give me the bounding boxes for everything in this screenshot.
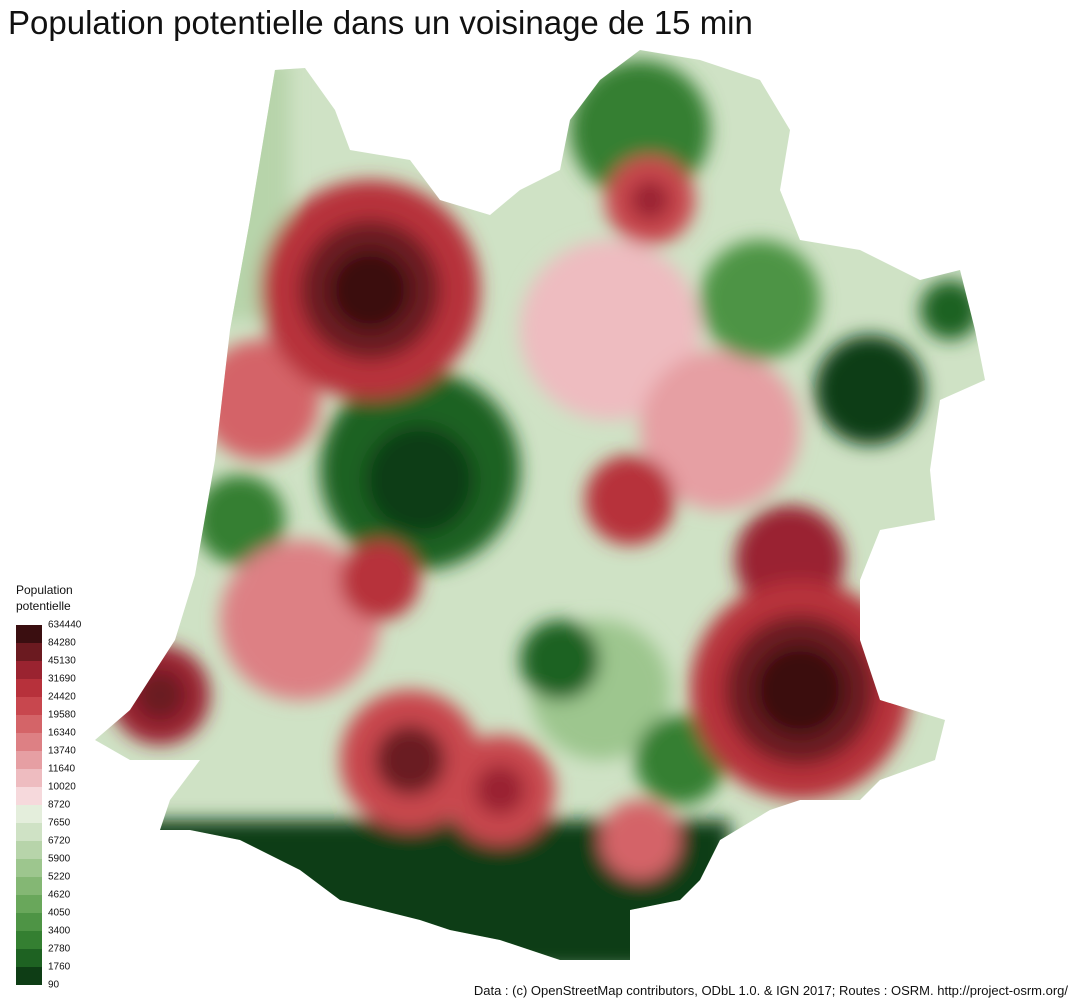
legend-label: 90 — [48, 980, 60, 991]
legend-label: 13740 — [48, 746, 76, 757]
legend-swatch — [16, 751, 42, 769]
legend-label: 7650 — [48, 818, 71, 829]
legend-swatch — [16, 895, 42, 913]
legend-label: 31690 — [48, 674, 76, 685]
legend-label: 19580 — [48, 710, 76, 721]
legend: 634440 84280 45130 31690 24420 19580 16340 1374… — [16, 620, 82, 991]
legend-swatch — [16, 931, 42, 949]
legend-swatch — [16, 769, 42, 787]
legend-swatch — [16, 679, 42, 697]
legend-label: 4050 — [48, 908, 71, 919]
legend-swatch — [16, 805, 42, 823]
legend-label: 8720 — [48, 800, 71, 811]
legend-label: 10020 — [48, 782, 76, 793]
legend-swatch — [16, 823, 42, 841]
legend-label: 84280 — [48, 638, 76, 649]
legend-title: Population potentielle — [16, 583, 73, 613]
legend-swatch — [16, 949, 42, 967]
legend-swatch — [16, 877, 42, 895]
legend-swatch — [16, 859, 42, 877]
legend-label: 1760 — [48, 962, 71, 973]
map-title: Population potentielle dans un voisinage… — [8, 4, 753, 41]
legend-label: 5900 — [48, 854, 71, 865]
legend-label: 24420 — [48, 692, 76, 703]
legend-swatch — [16, 643, 42, 661]
legend-label: 4620 — [48, 890, 71, 901]
legend-swatch — [16, 733, 42, 751]
legend-label: 45130 — [48, 656, 76, 667]
legend-label: 634440 — [48, 620, 82, 631]
legend-label: 11640 — [48, 764, 76, 775]
legend-swatch — [16, 625, 42, 643]
legend-label: 16340 — [48, 728, 76, 739]
source-note: Data : (c) OpenStreetMap contributors, O… — [473, 983, 1068, 998]
legend-swatch — [16, 967, 42, 985]
legend-swatch — [16, 787, 42, 805]
legend-label: 3400 — [48, 926, 71, 937]
legend-swatch — [16, 697, 42, 715]
legend-label: 5220 — [48, 872, 71, 883]
legend-label: 2780 — [48, 944, 71, 955]
legend-label: 6720 — [48, 836, 71, 847]
legend-swatch — [16, 913, 42, 931]
legend-swatch — [16, 661, 42, 679]
legend-swatch — [16, 715, 42, 733]
legend-swatch — [16, 841, 42, 859]
